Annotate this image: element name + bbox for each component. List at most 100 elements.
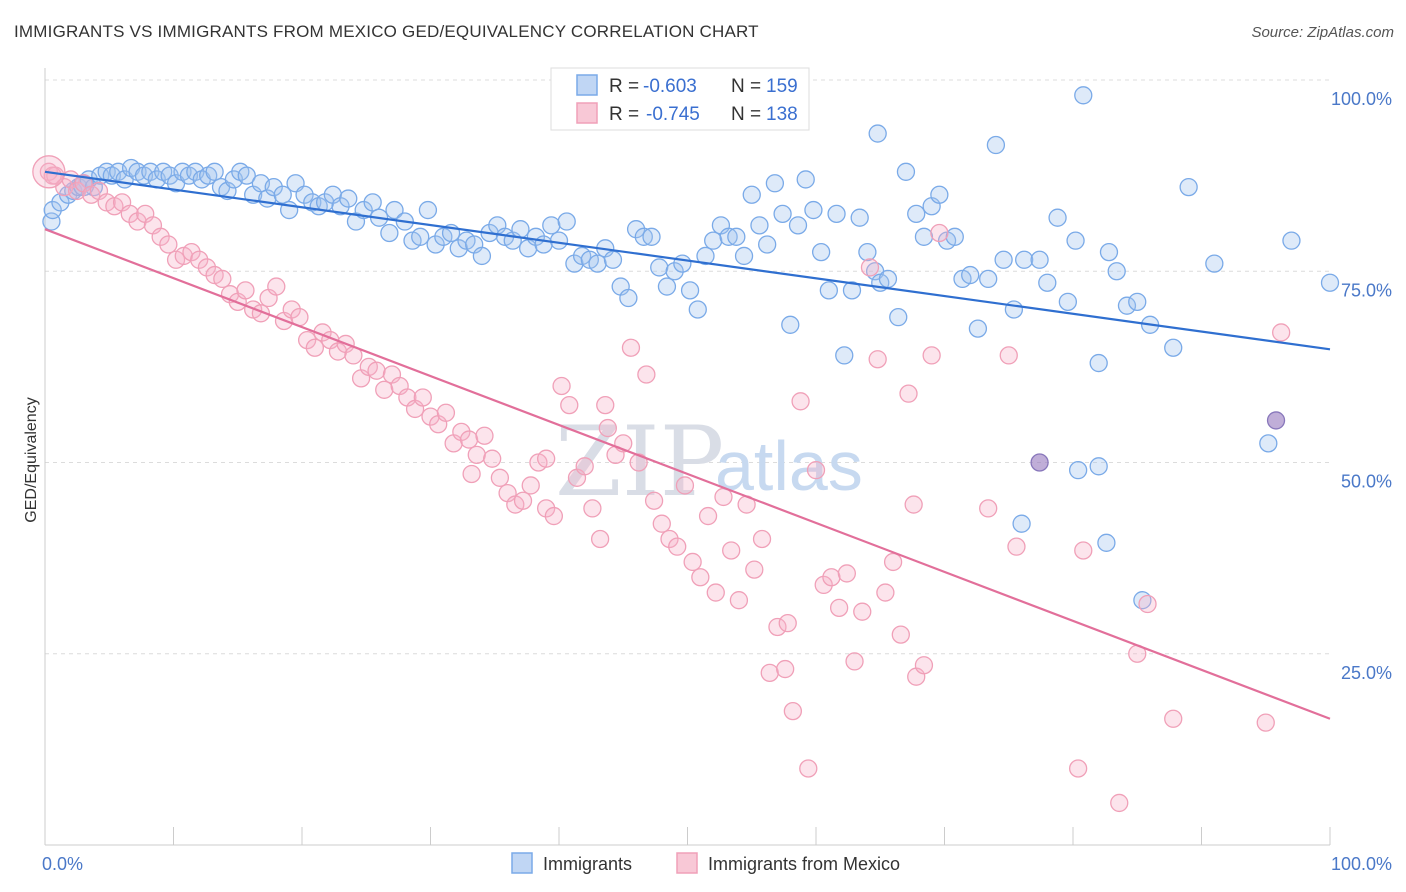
point-immigrants bbox=[1015, 250, 1034, 269]
point-mexico bbox=[583, 499, 602, 518]
x-tick-label-min: 0.0% bbox=[42, 854, 83, 874]
trend-lines bbox=[44, 170, 1331, 720]
point-immigrants bbox=[819, 281, 838, 300]
bottom-legend-swatch-immigrants bbox=[511, 852, 533, 874]
point-immigrants bbox=[511, 220, 530, 239]
point-mexico bbox=[778, 614, 797, 633]
point-mexico bbox=[783, 701, 803, 721]
point-mexico bbox=[899, 384, 918, 403]
point-mexico bbox=[1068, 759, 1088, 778]
legend-r-label-0: R = bbox=[609, 76, 639, 97]
point-mexico bbox=[760, 663, 779, 683]
point-mexico bbox=[598, 418, 617, 438]
point-mexico bbox=[596, 395, 615, 415]
point-mexico bbox=[297, 330, 317, 350]
point-immigrants bbox=[1117, 296, 1137, 315]
point-mexico bbox=[560, 395, 579, 415]
legend-r-value-0: -0.603 bbox=[643, 76, 697, 97]
point-immigrants bbox=[850, 208, 869, 227]
point-mexico bbox=[629, 453, 648, 472]
point-immigrants bbox=[896, 162, 916, 181]
point-immigrants bbox=[742, 185, 761, 204]
point-immigrants bbox=[205, 162, 224, 181]
point-immigrants bbox=[781, 315, 800, 334]
point-immigrants bbox=[773, 204, 792, 224]
point-immigrants bbox=[727, 227, 746, 246]
point-immigrants bbox=[673, 254, 692, 273]
point-immigrants bbox=[273, 185, 292, 204]
point-immigrants bbox=[1128, 292, 1147, 312]
point-mexico bbox=[413, 388, 432, 407]
legend-n-label-0: N = bbox=[731, 76, 761, 97]
point-mexico bbox=[452, 422, 471, 442]
point-mexico bbox=[698, 506, 718, 526]
point-immigrants bbox=[295, 185, 314, 204]
point-mexico bbox=[999, 346, 1018, 365]
point-mexico bbox=[190, 250, 209, 269]
point-mexico bbox=[213, 269, 232, 289]
point-immigrants bbox=[1012, 514, 1031, 533]
legend-n-value-0: 159 bbox=[766, 76, 798, 97]
point-mexico bbox=[621, 338, 641, 357]
y-tick-label: 50.0% bbox=[1341, 472, 1392, 492]
point-immigrants bbox=[680, 281, 700, 300]
point-mexico bbox=[267, 277, 286, 296]
point-mexico bbox=[876, 583, 895, 602]
point-immigrants bbox=[835, 346, 854, 365]
point-mexico bbox=[904, 495, 923, 514]
point-immigrants bbox=[339, 189, 358, 208]
bottom-legend-label-immigrants: Immigrants bbox=[543, 854, 632, 874]
point-immigrants bbox=[331, 197, 350, 216]
point-immigrants bbox=[1048, 208, 1067, 227]
point-immigrants bbox=[889, 307, 908, 327]
point-mexico bbox=[305, 338, 325, 357]
point-mexico bbox=[745, 560, 764, 579]
point-immigrants bbox=[657, 277, 677, 296]
x-tick-label-max: 100.0% bbox=[1331, 854, 1392, 874]
point-immigrants bbox=[603, 250, 623, 269]
point-mexico bbox=[236, 281, 255, 300]
point-mexico bbox=[120, 204, 139, 224]
point-mexico bbox=[853, 602, 872, 621]
legend-n-value-1: 138 bbox=[766, 104, 798, 125]
point-immigrants bbox=[758, 235, 777, 254]
point-mexico bbox=[513, 491, 533, 510]
source-credit: Source: ZipAtlas.com bbox=[1251, 24, 1394, 41]
point-mexico bbox=[752, 529, 772, 549]
legend-top: R = -0.603 N = 159 R = -0.745 N = 138 bbox=[550, 67, 810, 131]
point-immigrants bbox=[619, 288, 638, 308]
point-immigrants bbox=[380, 223, 399, 243]
point-mexico bbox=[691, 568, 710, 587]
point-mexico bbox=[868, 350, 887, 369]
point-mexico bbox=[159, 235, 178, 254]
chart-title: IMMIGRANTS VS IMMIGRANTS FROM MEXICO GED… bbox=[14, 22, 759, 41]
point-immigrants bbox=[945, 227, 964, 246]
point-mexico bbox=[490, 468, 510, 487]
y-tick-label: 25.0% bbox=[1341, 663, 1392, 683]
point-immigrants bbox=[237, 166, 256, 185]
point-immigrants bbox=[719, 227, 738, 246]
point-mexico bbox=[1272, 323, 1291, 342]
point-mexico bbox=[799, 759, 818, 778]
point-immigrants bbox=[588, 254, 607, 273]
point-mexico bbox=[151, 227, 170, 246]
legend-n-label-1: N = bbox=[731, 104, 761, 125]
point-mexico bbox=[845, 652, 864, 671]
y-tick-label: 75.0% bbox=[1341, 280, 1392, 300]
point-immigrants bbox=[411, 227, 430, 246]
point-immigrants bbox=[1259, 434, 1278, 453]
point-immigrants bbox=[688, 300, 707, 319]
point-immigrants bbox=[765, 174, 785, 193]
point-immigrants bbox=[418, 200, 438, 220]
trend-line-immigrants bbox=[44, 170, 1331, 351]
point-immigrants bbox=[557, 212, 576, 231]
point-mexico bbox=[776, 659, 795, 679]
watermark-zip: ZIP bbox=[555, 406, 724, 518]
bottom-legend-label-mexico: Immigrants from Mexico bbox=[708, 854, 900, 874]
point-immigrants bbox=[868, 124, 887, 143]
point-mexico bbox=[521, 476, 540, 495]
point-mexico bbox=[1110, 793, 1129, 813]
y-tick-labels: 100.0% 75.0% 50.0% 25.0% bbox=[1331, 89, 1392, 683]
point-mexico bbox=[922, 346, 941, 365]
point-mexico bbox=[575, 457, 594, 476]
